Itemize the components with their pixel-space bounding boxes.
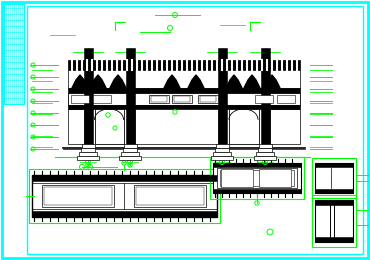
Bar xyxy=(68,93,300,105)
Bar xyxy=(213,189,301,193)
Polygon shape xyxy=(110,75,126,88)
Bar xyxy=(269,109,300,144)
Bar xyxy=(221,169,253,187)
Bar xyxy=(124,144,137,148)
Bar xyxy=(215,148,229,152)
Polygon shape xyxy=(188,75,204,88)
Bar xyxy=(135,109,218,144)
Polygon shape xyxy=(264,75,280,88)
Bar xyxy=(119,156,141,160)
Bar xyxy=(32,175,217,181)
Bar xyxy=(312,195,356,247)
Bar xyxy=(315,237,353,242)
Bar xyxy=(125,60,135,148)
Bar xyxy=(213,163,301,193)
Bar xyxy=(71,95,89,103)
Bar xyxy=(77,156,99,160)
Polygon shape xyxy=(90,75,106,88)
Bar xyxy=(42,185,114,207)
Bar xyxy=(81,148,95,152)
Bar xyxy=(123,148,137,152)
Bar xyxy=(149,95,169,103)
Bar xyxy=(260,48,269,60)
Bar xyxy=(32,211,217,217)
Bar xyxy=(130,70,222,88)
Bar xyxy=(315,200,353,242)
Bar xyxy=(44,187,112,205)
Bar xyxy=(259,144,272,148)
Polygon shape xyxy=(164,75,180,88)
Bar xyxy=(218,60,226,148)
Bar xyxy=(312,158,356,198)
Bar xyxy=(136,187,204,205)
Bar xyxy=(315,200,353,205)
Polygon shape xyxy=(72,75,88,88)
Bar xyxy=(217,168,297,188)
Bar xyxy=(315,189,353,193)
Bar xyxy=(94,109,124,144)
Bar xyxy=(81,144,94,148)
Bar xyxy=(222,70,300,88)
Bar xyxy=(93,95,111,103)
Bar xyxy=(172,95,192,103)
Bar xyxy=(229,109,259,144)
Bar xyxy=(198,95,218,103)
Bar xyxy=(4,4,24,104)
Bar xyxy=(218,48,226,60)
Bar xyxy=(68,109,84,144)
Bar xyxy=(84,48,92,60)
Bar xyxy=(68,88,300,93)
Bar xyxy=(220,170,294,186)
Bar xyxy=(277,95,295,103)
Bar xyxy=(260,60,269,148)
Bar xyxy=(315,163,353,193)
Bar xyxy=(174,96,190,102)
Bar xyxy=(254,156,276,160)
Bar xyxy=(258,148,272,152)
Bar xyxy=(84,60,92,148)
Bar xyxy=(210,157,304,199)
Bar xyxy=(68,105,300,109)
Bar xyxy=(121,152,139,156)
Bar xyxy=(79,152,97,156)
Bar xyxy=(259,169,291,187)
Bar xyxy=(68,70,130,88)
Bar xyxy=(68,60,300,70)
Bar xyxy=(125,48,135,60)
Bar xyxy=(315,163,353,167)
Polygon shape xyxy=(244,75,260,88)
Bar xyxy=(211,156,233,160)
Bar xyxy=(213,152,231,156)
Bar xyxy=(151,96,167,102)
Bar xyxy=(255,95,273,103)
Bar xyxy=(134,185,206,207)
Bar xyxy=(213,163,301,167)
Bar xyxy=(215,144,229,148)
Bar xyxy=(256,152,274,156)
Bar xyxy=(32,175,217,217)
Bar xyxy=(29,169,220,223)
Polygon shape xyxy=(226,75,242,88)
Bar xyxy=(200,96,216,102)
